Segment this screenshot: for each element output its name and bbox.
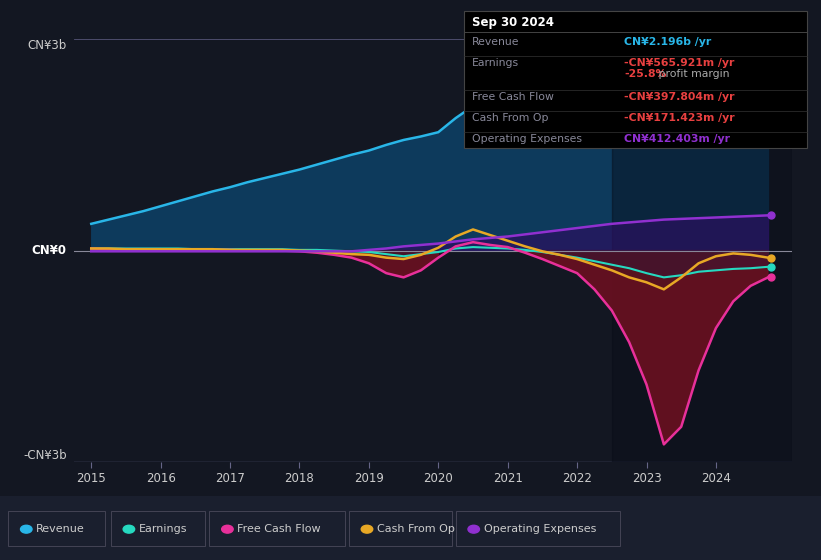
- Text: Free Cash Flow: Free Cash Flow: [472, 92, 554, 102]
- Text: CN¥412.403m /yr: CN¥412.403m /yr: [624, 134, 730, 144]
- Text: Earnings: Earnings: [139, 524, 187, 534]
- Text: Free Cash Flow: Free Cash Flow: [237, 524, 321, 534]
- Text: Operating Expenses: Operating Expenses: [472, 134, 582, 144]
- Text: Cash From Op: Cash From Op: [377, 524, 455, 534]
- Text: CN¥0: CN¥0: [32, 244, 67, 257]
- Text: Earnings: Earnings: [472, 58, 519, 68]
- Text: -CN¥397.804m /yr: -CN¥397.804m /yr: [624, 92, 735, 102]
- Text: Revenue: Revenue: [36, 524, 85, 534]
- Text: Revenue: Revenue: [472, 37, 520, 47]
- Text: -CN¥3b: -CN¥3b: [23, 449, 67, 462]
- Text: -CN¥565.921m /yr: -CN¥565.921m /yr: [624, 58, 734, 68]
- Bar: [612, 39, 792, 462]
- Text: -25.8%: -25.8%: [624, 69, 667, 80]
- Text: Operating Expenses: Operating Expenses: [484, 524, 596, 534]
- Text: -CN¥171.423m /yr: -CN¥171.423m /yr: [624, 113, 735, 123]
- Text: CN¥2.196b /yr: CN¥2.196b /yr: [624, 37, 711, 47]
- Text: Sep 30 2024: Sep 30 2024: [472, 16, 554, 29]
- Text: CN¥3b: CN¥3b: [27, 39, 67, 52]
- Text: profit margin: profit margin: [655, 69, 730, 80]
- Text: Cash From Op: Cash From Op: [472, 113, 548, 123]
